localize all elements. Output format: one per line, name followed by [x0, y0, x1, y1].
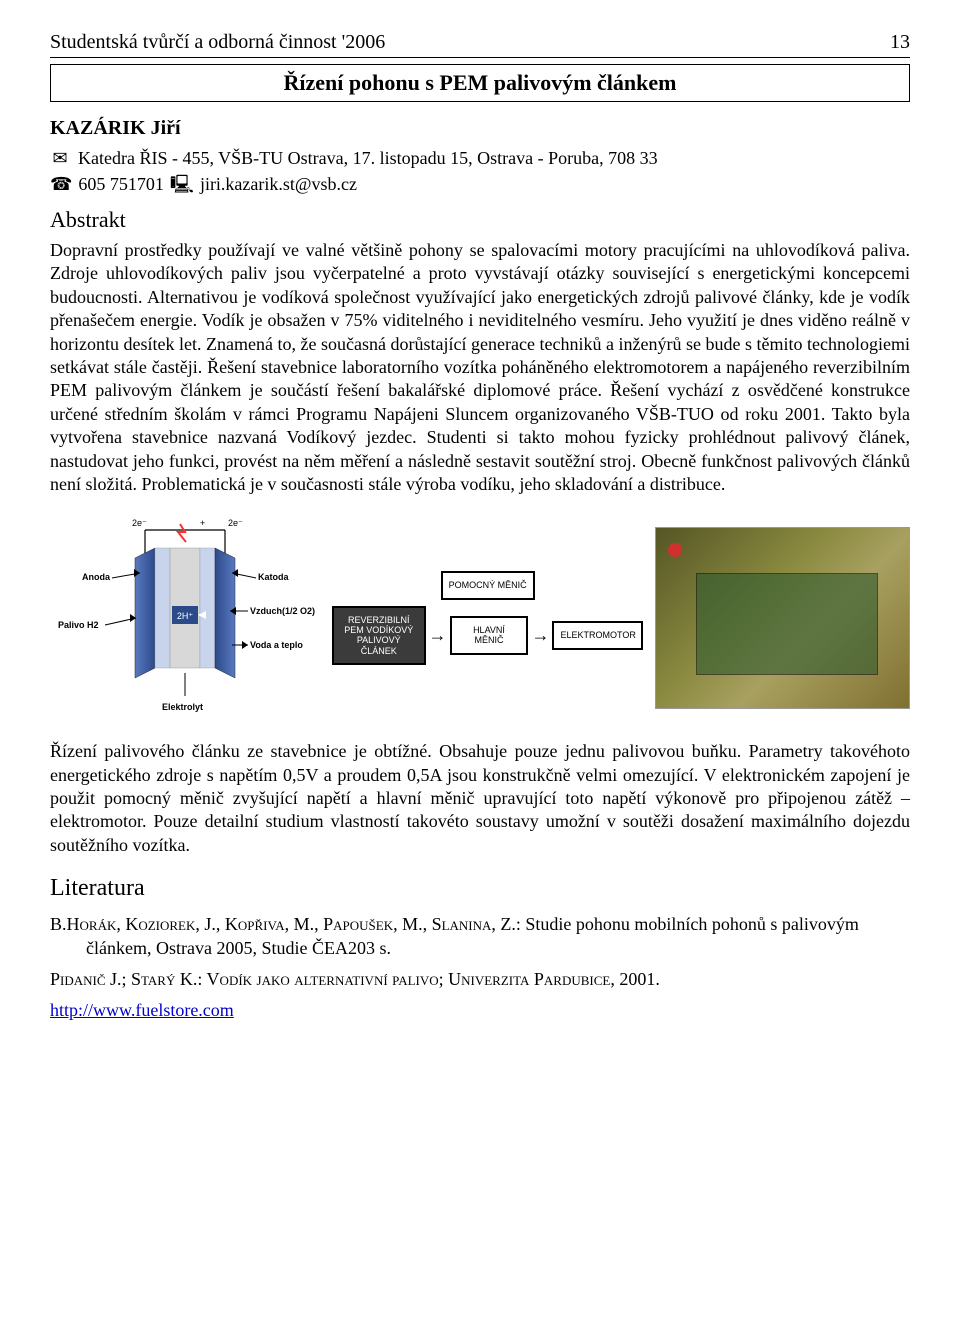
reference-1: B.Horák, Koziorek, J., Kopřiva, M., Papo… [50, 913, 910, 960]
author-name: KAZÁRIK Jiří [50, 116, 910, 141]
fuel-cell-diagram: 2e⁻ + 2e⁻ [50, 518, 320, 718]
phone-number: 605 751701 [78, 173, 164, 196]
arrow-icon: → [528, 624, 552, 647]
anode-label: Anoda [82, 572, 111, 582]
fuel-label: Palivo H2 [58, 620, 99, 630]
envelope-icon: ✉ [50, 147, 70, 170]
body-paragraph-2: Řízení palivového článku ze stavebnice j… [50, 740, 910, 857]
electrons-left-label: 2e⁻ [132, 518, 147, 528]
h-ion-label: 2H⁺ [177, 611, 194, 621]
air-label: Vzduch(1/2 O2) [250, 606, 315, 616]
ref2-authors: Pidanič J.; Starý K. [50, 969, 197, 989]
article-title: Řízení pohonu s PEM palivovým článkem [50, 64, 910, 102]
water-label: Voda a teplo [250, 640, 303, 650]
flow-box-motor: ELEKTROMOTOR [552, 621, 643, 649]
email-address: jiri.kazarik.st@vsb.cz [200, 173, 357, 196]
abstract-body: Dopravní prostředky používají ve valné v… [50, 239, 910, 496]
figures-row: 2e⁻ + 2e⁻ [50, 518, 910, 718]
reference-link: http://www.fuelstore.com [50, 999, 910, 1022]
page-header: Studentská tvůrčí a odborná činnost '200… [50, 30, 910, 58]
flow-box-main: HLAVNÍ MĚNIČ [450, 616, 529, 655]
phone-icon: ☎ [50, 173, 72, 196]
pcb-photo [655, 527, 910, 709]
electrons-right-label: 2e⁻ [228, 518, 243, 528]
ref1-authors: B.Horák, Koziorek, J., Kopřiva, M., Papo… [50, 914, 516, 934]
arrow-icon: → [426, 624, 450, 647]
computer-icon: 🖳 [170, 173, 194, 196]
flow-box-aux: POMOCNÝ MĚNIČ [441, 571, 535, 599]
contact-address-line: ✉ Katedra ŘIS - 455, VŠB-TU Ostrava, 17.… [50, 147, 910, 170]
reference-2: Pidanič J.; Starý K.: Vodík jako alterna… [50, 968, 910, 991]
flow-box-pem: REVERZIBILNÍ PEM VODÍKOVÝ PALIVOVÝ ČLÁNE… [332, 606, 426, 665]
literature-heading: Literatura [50, 873, 910, 903]
department-address: Katedra ŘIS - 455, VŠB-TU Ostrava, 17. l… [78, 147, 658, 170]
plus-label: + [200, 518, 205, 528]
electrolyte-label: Elektrolyt [162, 702, 203, 712]
ref2-rest: : Vodík jako alternativní palivo; Univer… [197, 969, 660, 989]
flowchart: POMOCNÝ MĚNIČ REVERZIBILNÍ PEM VODÍKOVÝ … [332, 571, 643, 665]
fuelstore-link[interactable]: http://www.fuelstore.com [50, 1000, 234, 1020]
page-number: 13 [890, 30, 910, 55]
contact-phone-email-line: ☎ 605 751701 🖳 jiri.kazarik.st@vsb.cz [50, 173, 910, 196]
abstract-heading: Abstrakt [50, 206, 910, 234]
cathode-label: Katoda [258, 572, 289, 582]
journal-name: Studentská tvůrčí a odborná činnost '200… [50, 30, 385, 55]
